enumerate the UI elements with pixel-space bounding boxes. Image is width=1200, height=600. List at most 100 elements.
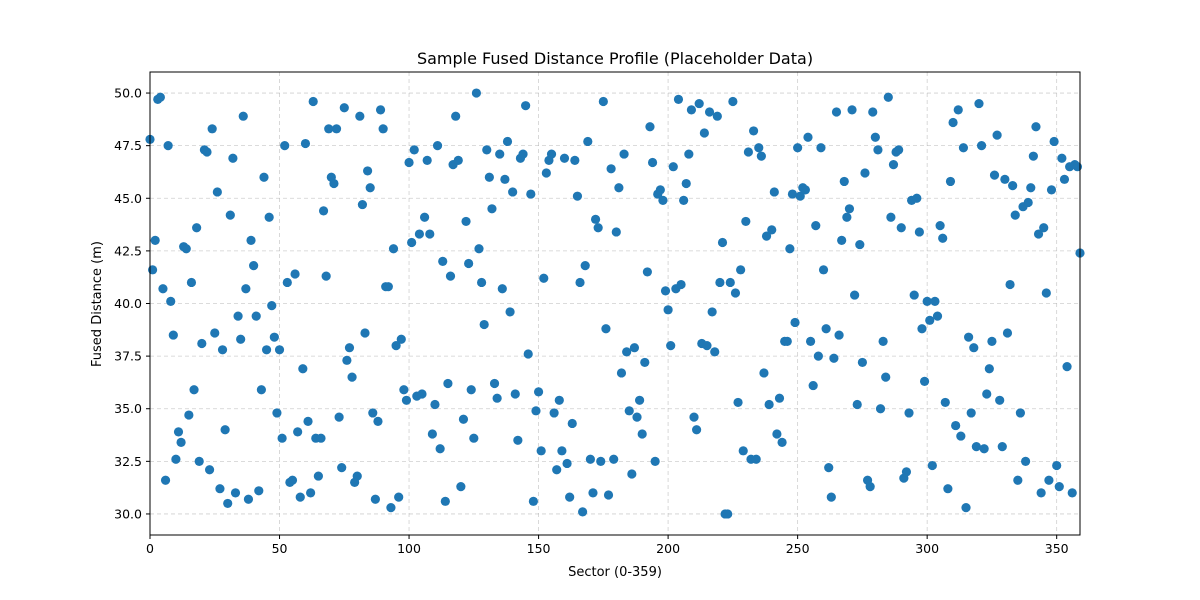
data-point (355, 111, 365, 121)
y-tick-label: 40.0 (114, 296, 142, 311)
data-point (938, 233, 948, 243)
data-point (896, 223, 906, 233)
data-point (572, 191, 583, 201)
data-point (800, 185, 811, 195)
data-point (1046, 185, 1057, 195)
data-point (1041, 288, 1051, 298)
data-point (443, 378, 453, 389)
data-point (321, 271, 331, 281)
data-point (979, 444, 989, 454)
data-point (580, 261, 590, 271)
data-point (210, 328, 220, 338)
y-tick-label: 37.5 (114, 349, 142, 364)
data-point (484, 172, 494, 182)
data-point (173, 427, 184, 437)
data-point (482, 145, 492, 155)
data-point (565, 492, 575, 502)
data-point (373, 416, 383, 426)
data-point (202, 147, 212, 157)
data-point (609, 454, 619, 464)
data-point (831, 107, 842, 117)
data-point (904, 408, 914, 418)
data-point (868, 107, 878, 117)
data-point (259, 172, 269, 182)
data-point (723, 509, 733, 519)
data-point (782, 336, 792, 346)
data-point (528, 496, 538, 506)
data-point (277, 433, 287, 443)
data-point (717, 237, 728, 248)
data-point (614, 183, 624, 193)
data-point (681, 178, 691, 189)
y-tick-label: 35.0 (114, 401, 142, 416)
data-point (855, 239, 865, 250)
data-point (951, 420, 961, 431)
data-point (150, 235, 160, 245)
data-point (673, 94, 684, 104)
data-point (386, 503, 396, 513)
data-point (839, 176, 849, 187)
data-point (616, 368, 627, 378)
data-point (1049, 136, 1059, 147)
data-point (280, 141, 290, 151)
data-point (585, 454, 595, 464)
data-point (712, 111, 722, 121)
data-point (971, 442, 981, 452)
data-point (290, 269, 300, 279)
data-point (684, 149, 694, 159)
data-point (1054, 481, 1064, 492)
data-point (637, 429, 647, 439)
data-point (1057, 153, 1067, 163)
data-point (401, 395, 412, 405)
data-point (533, 387, 544, 397)
data-point (919, 376, 930, 386)
data-point (440, 496, 450, 506)
data-point (751, 454, 761, 464)
data-point (764, 399, 774, 410)
data-point (741, 216, 751, 227)
data-point (824, 463, 834, 473)
data-point (207, 124, 217, 134)
data-point (552, 465, 562, 475)
data-point (306, 488, 316, 498)
data-point (894, 145, 904, 155)
data-point (531, 406, 541, 416)
data-point (777, 437, 787, 447)
data-point (728, 96, 738, 107)
x-tick-label: 300 (915, 541, 939, 556)
data-point (575, 277, 585, 288)
data-point (474, 244, 484, 254)
data-point (427, 429, 437, 439)
data-point (793, 143, 803, 153)
data-point (249, 261, 259, 271)
data-point (451, 111, 461, 121)
data-point (147, 265, 158, 275)
data-point (300, 138, 311, 149)
y-tick-label: 42.5 (114, 243, 142, 258)
data-point (251, 311, 261, 321)
data-point (495, 149, 505, 159)
data-point (642, 267, 652, 277)
data-point (246, 235, 256, 245)
data-point (875, 404, 886, 414)
data-point (930, 296, 940, 306)
data-point (925, 315, 935, 325)
data-point (360, 328, 370, 338)
data-point (1020, 456, 1031, 466)
data-point (344, 343, 355, 353)
data-point (707, 307, 717, 317)
data-point (1072, 162, 1083, 172)
x-axis-ticks: 0 50 100 150 200 250 300 350 (146, 535, 1069, 556)
data-point (502, 136, 513, 147)
data-point (774, 393, 785, 403)
data-point (627, 469, 637, 479)
data-point (811, 221, 821, 231)
data-point (611, 227, 621, 237)
data-point (1013, 475, 1023, 485)
data-point (526, 189, 536, 199)
data-point (318, 206, 329, 216)
x-tick-label: 150 (527, 541, 551, 556)
data-point (689, 412, 699, 422)
data-point (282, 277, 292, 288)
